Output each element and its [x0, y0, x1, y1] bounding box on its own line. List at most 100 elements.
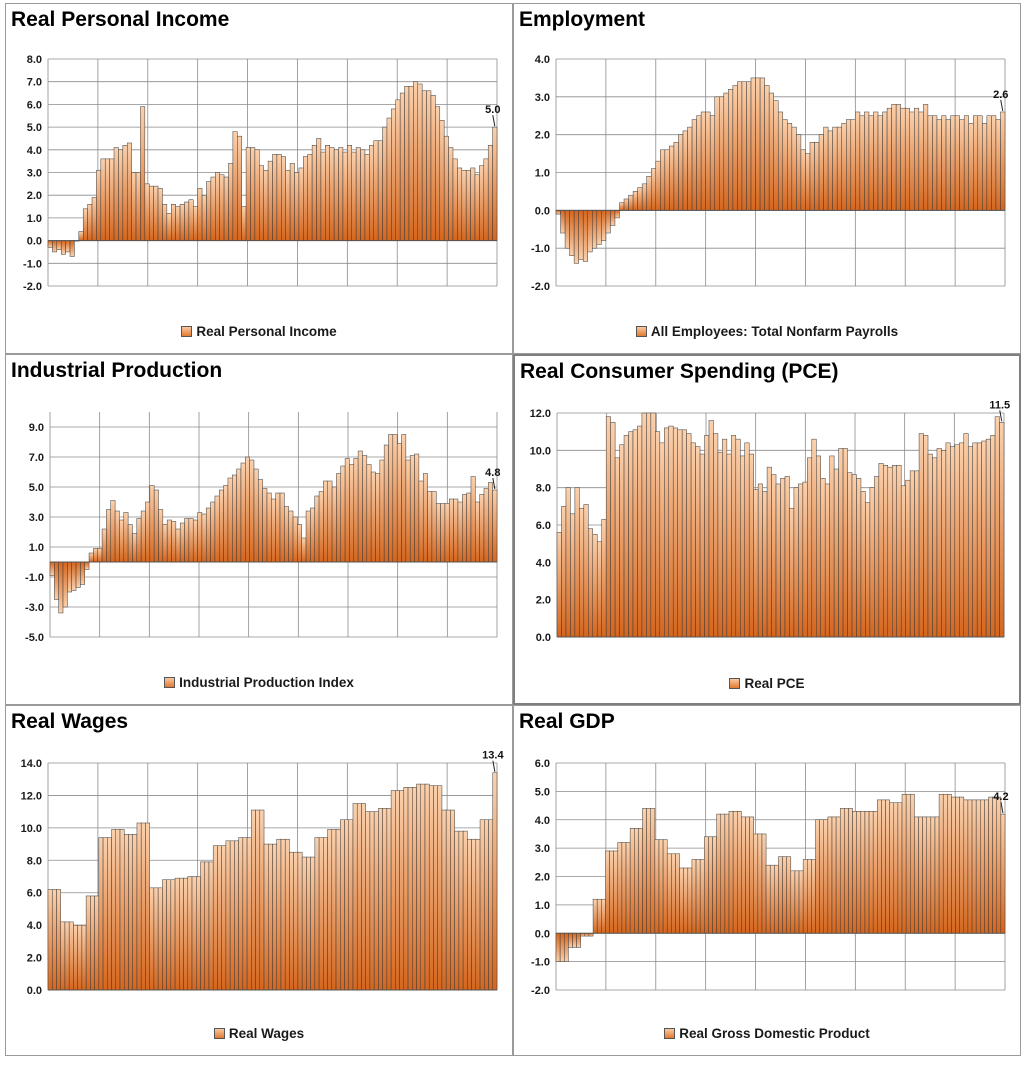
- bar: [183, 877, 189, 991]
- bar: [65, 240, 71, 253]
- bar: [60, 240, 66, 255]
- bar: [153, 185, 159, 241]
- bar: [560, 210, 566, 234]
- bar: [188, 518, 194, 563]
- bar: [927, 115, 933, 211]
- bar: [412, 787, 417, 991]
- bar: [669, 145, 675, 211]
- chart-legend: All Employees: Total Nonfarm Payrolls: [514, 324, 1020, 339]
- bar: [94, 895, 100, 991]
- y-tick-label: 2.0: [536, 595, 551, 607]
- y-tick-label: -1.0: [531, 957, 550, 969]
- bar: [263, 169, 269, 241]
- bar: [457, 167, 463, 241]
- bar: [662, 839, 668, 934]
- bar: [914, 107, 920, 211]
- bar: [301, 537, 307, 563]
- bar: [605, 850, 610, 934]
- bar: [399, 790, 405, 991]
- bar: [873, 111, 879, 211]
- bar: [708, 420, 714, 638]
- bar: [382, 808, 388, 991]
- bar: [450, 809, 455, 991]
- bar: [791, 126, 797, 211]
- bar: [690, 442, 696, 638]
- y-tick-label: 6.0: [27, 888, 42, 900]
- bar: [132, 834, 138, 991]
- data-label-leader: [492, 115, 496, 127]
- bar: [136, 822, 142, 991]
- bar: [971, 799, 977, 934]
- bar: [289, 851, 294, 991]
- bar: [798, 483, 804, 638]
- y-tick-label: 14.0: [21, 758, 42, 770]
- bar: [310, 856, 316, 991]
- bar: [294, 172, 300, 241]
- y-tick-label: 9.0: [29, 422, 44, 434]
- bar: [699, 453, 705, 638]
- bar: [470, 167, 476, 241]
- bar: [60, 921, 66, 991]
- bar: [344, 458, 350, 563]
- bar: [225, 840, 231, 991]
- bar: [699, 859, 705, 934]
- bar: [435, 503, 441, 563]
- bar: [932, 457, 938, 638]
- bar: [366, 464, 372, 563]
- bar: [559, 933, 565, 962]
- bar: [333, 149, 339, 241]
- chart-legend: Real Personal Income: [6, 324, 512, 339]
- bar: [714, 96, 720, 211]
- bar: [641, 183, 647, 211]
- bar: [720, 813, 726, 934]
- bar: [973, 115, 979, 211]
- bar: [91, 197, 97, 241]
- bar: [700, 111, 706, 211]
- bar: [815, 819, 820, 934]
- bar: [914, 470, 920, 638]
- bar: [430, 95, 436, 241]
- bar: [868, 115, 874, 211]
- bar: [342, 151, 348, 241]
- bar: [716, 813, 722, 934]
- bar: [327, 480, 333, 563]
- bar: [555, 210, 561, 215]
- bar: [140, 510, 146, 563]
- chart-panel-real-personal-income: Real Personal Income -2.0 -1.0 0.0 1.0 2.0 3.…: [5, 3, 513, 354]
- bar: [305, 510, 311, 563]
- bar: [431, 491, 437, 563]
- bar: [984, 799, 989, 934]
- bar: [386, 117, 392, 241]
- bar: [214, 495, 220, 563]
- bar: [445, 809, 451, 991]
- y-tick-label: 4.0: [27, 920, 42, 932]
- bar: [349, 464, 355, 563]
- bar: [780, 478, 786, 638]
- bar: [753, 489, 759, 638]
- bar: [118, 149, 124, 241]
- bar-chart: 0.0 2.0 4.0 6.0 8.0 10.0 12.0 14.0 13.4: [21, 750, 505, 997]
- bar: [905, 793, 911, 934]
- bar: [610, 422, 616, 638]
- bar: [959, 119, 965, 211]
- bar: [219, 489, 224, 563]
- bar: [576, 933, 581, 948]
- bar: [664, 427, 669, 638]
- bar: [731, 435, 737, 638]
- bar: [646, 176, 652, 211]
- bar: [759, 77, 765, 211]
- bar: [405, 459, 411, 563]
- chart-panel-employment: Employment -2.0 -1.0 0.0 1.0 2.0 3.0 4.0 2.6 Al…: [513, 3, 1021, 354]
- bar: [578, 210, 584, 260]
- bar: [492, 489, 498, 563]
- bar: [263, 843, 269, 991]
- y-tick-label: 4.0: [535, 54, 550, 66]
- bar: [601, 898, 606, 934]
- bar: [802, 859, 808, 934]
- bar: [617, 842, 623, 934]
- bar: [682, 130, 688, 211]
- bar: [980, 799, 985, 934]
- bar: [675, 853, 680, 934]
- bar: [452, 158, 458, 241]
- bar: [217, 845, 222, 991]
